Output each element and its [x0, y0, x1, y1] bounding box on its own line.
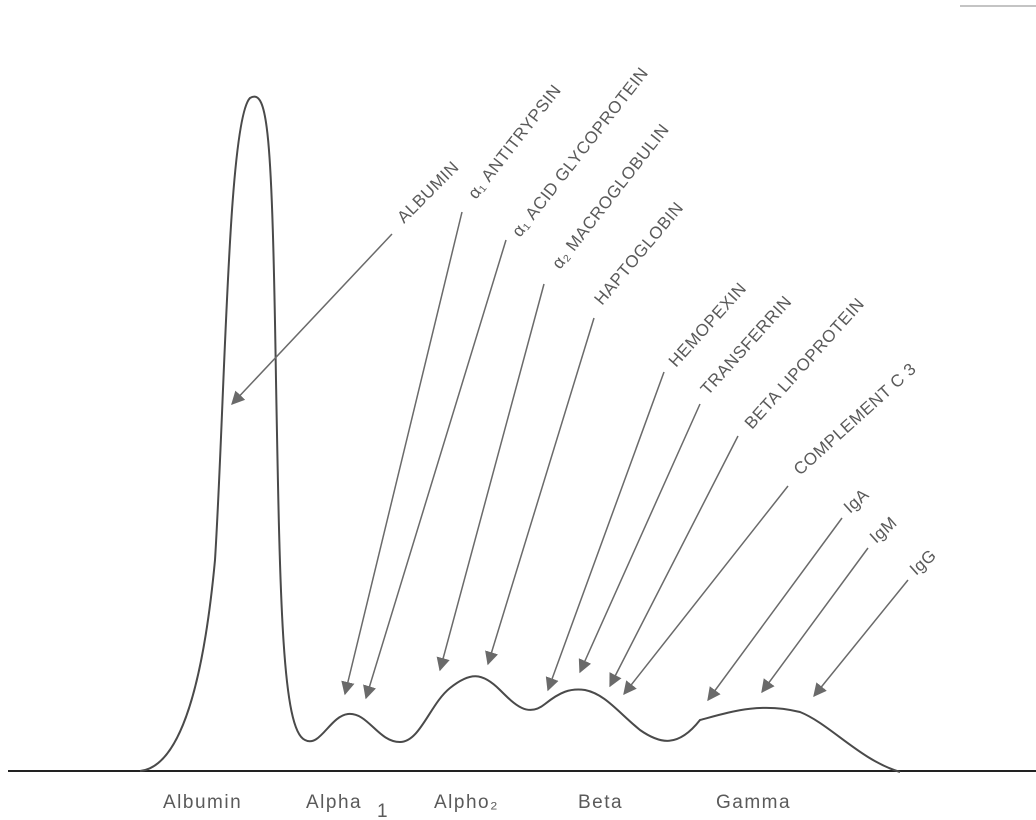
label-iga: IgA: [840, 485, 873, 517]
fraction-alpha1-subscript: 1: [377, 801, 388, 820]
arrow-igm: [761, 547, 869, 694]
fraction-albumin: Albumin: [163, 792, 242, 813]
electrophoresis-curve: [139, 95, 901, 773]
arrow-albumin: [231, 233, 393, 405]
arrow-hemopexin: [545, 371, 665, 692]
fraction-alpha2: Alpho₂: [434, 792, 499, 813]
arrow-alpha2-macroglobulin: [436, 283, 545, 672]
arrow-igg: [813, 579, 909, 698]
arrow-alpha1-antitrypsin: [341, 211, 463, 696]
fraction-alpha1: Alpha: [306, 792, 362, 813]
arrow-transferrin: [578, 403, 701, 674]
arrow-haptoglobin: [485, 317, 595, 666]
label-albumin: ALBUMIN: [393, 157, 462, 226]
arrow-iga: [707, 517, 843, 702]
label-igg: IgG: [906, 546, 940, 579]
label-complement-c3: COMPLEMENT C 3: [790, 359, 920, 479]
label-alpha1-acid-glycoprotein: α₁ ACID GLYCOPROTEIN: [508, 64, 652, 241]
arrow-alpha1-acid-glycoprotein: [363, 239, 507, 700]
label-igm: IgM: [866, 513, 901, 547]
arrow-complement-c3: [623, 485, 789, 696]
fraction-beta: Beta: [578, 792, 623, 813]
fraction-gamma: Gamma: [716, 792, 791, 813]
arrow-beta-lipoprotein: [609, 435, 739, 688]
